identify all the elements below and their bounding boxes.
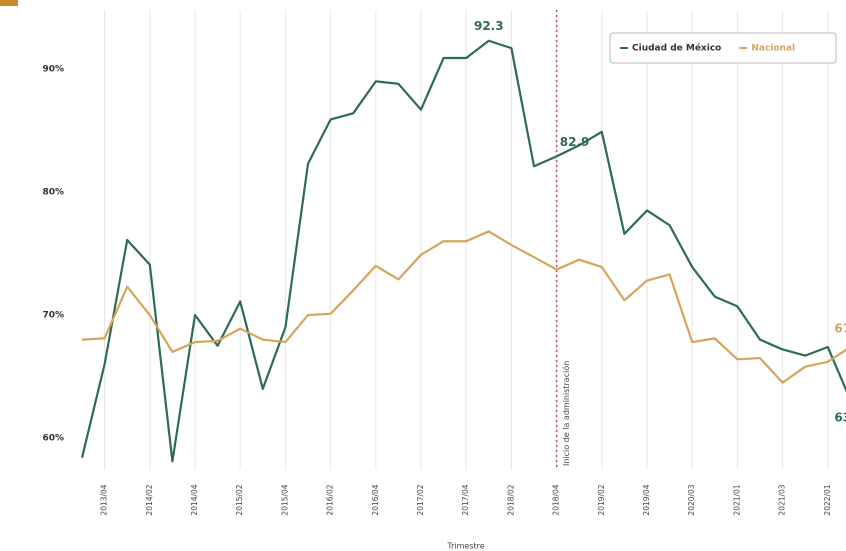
- x-tick-label: 2021/03: [778, 484, 787, 515]
- legend-box: [609, 32, 837, 64]
- data-label: 63.1: [834, 410, 846, 424]
- y-tick-label: 70%: [42, 311, 64, 321]
- x-tick-label: 2019/04: [642, 484, 651, 515]
- x-tick-label: 2017/02: [416, 484, 425, 515]
- x-tick-label: 2016/04: [371, 484, 380, 515]
- legend-label: Ciudad de México: [632, 43, 721, 54]
- x-tick-label: 2015/02: [235, 484, 244, 515]
- x-tick-label: 2019/02: [597, 484, 606, 515]
- y-tick-label: 90%: [42, 65, 64, 75]
- data-label: 67.4: [834, 322, 846, 336]
- series-line: [81, 230, 846, 384]
- data-label: 92.3: [474, 19, 504, 33]
- series-line: [80, 39, 846, 463]
- legend-label: Nacional: [751, 44, 795, 54]
- x-tick-label: 2018/02: [506, 484, 515, 515]
- y-tick-label: 80%: [42, 188, 64, 198]
- x-tick-label: 2017/04: [461, 484, 470, 515]
- corner-tab: [0, 0, 18, 6]
- x-tick-label: 2015/04: [280, 484, 289, 515]
- y-tick-label: 60%: [42, 434, 64, 444]
- x-tick-label: 2018/04: [552, 484, 561, 515]
- x-tick-label: 2013/04: [100, 484, 109, 515]
- x-tick-label: 2022/01: [823, 484, 832, 515]
- x-tick-label: 2016/02: [326, 484, 335, 515]
- x-axis-title: Trimestre: [446, 542, 484, 551]
- x-tick-label: 2021/01: [732, 484, 741, 515]
- annotation-text: Inicio de la administración: [561, 361, 571, 466]
- data-label: 82.9: [560, 135, 590, 149]
- x-tick-label: 2020/03: [687, 484, 696, 515]
- x-tick-label: 2014/04: [190, 484, 199, 515]
- x-tick-label: 2014/02: [145, 484, 154, 515]
